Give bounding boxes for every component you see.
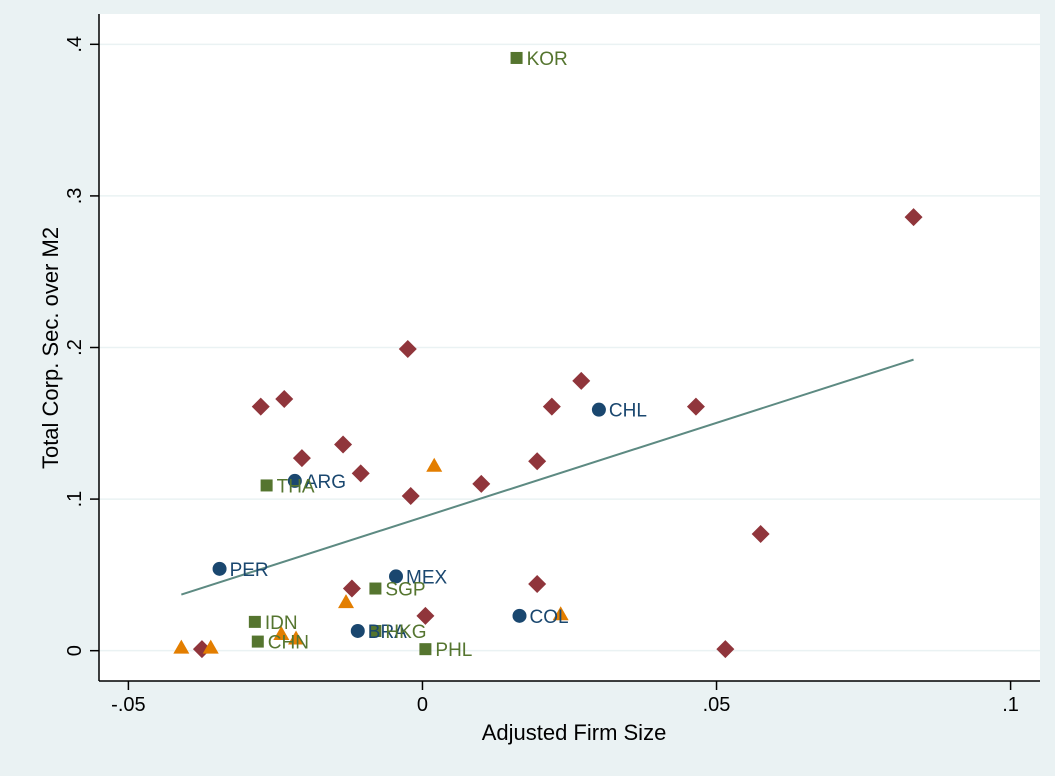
point-label-col: COL <box>530 607 569 628</box>
circle-point-per <box>212 561 227 576</box>
x-tick-label: 0 <box>417 694 428 716</box>
square-point-sgp <box>369 582 382 595</box>
diamond-point <box>192 640 211 659</box>
point-labels: CHL ARG PER MEX COL BRA KOR THA SGP IDN HKG CHN PHL <box>230 49 647 661</box>
x-tick-label: .05 <box>703 694 731 716</box>
square-point-idn <box>248 615 261 628</box>
point-label-sgp: SGP <box>385 580 425 601</box>
diamond-point <box>904 208 923 227</box>
square-point-phl <box>419 643 432 656</box>
diamond-point <box>686 397 705 416</box>
triangle-point <box>552 606 569 621</box>
circle-point-chl <box>591 402 606 417</box>
triangle-point <box>202 639 219 654</box>
point-label-tha: THA <box>277 476 315 497</box>
diamond-point <box>542 397 561 416</box>
diamond-point <box>401 487 420 506</box>
circle-point-bra <box>350 623 365 638</box>
point-label-mex: MEX <box>406 567 448 588</box>
y-axis-title: Total Corp. Sec. over M2 <box>38 227 63 469</box>
diamond-point <box>334 435 353 454</box>
square-point-chn <box>251 635 264 648</box>
y-tick-label: .4 <box>64 36 86 53</box>
diamond-point <box>351 464 370 483</box>
point-label-hkg: HKG <box>385 622 426 643</box>
circle-point-arg <box>287 473 302 488</box>
triangle-point <box>288 630 305 645</box>
diamond-point <box>716 640 735 659</box>
point-label-kor: KOR <box>527 49 568 70</box>
y-tick-label: .1 <box>64 491 86 508</box>
square-point-tha <box>260 479 273 492</box>
diamond-point <box>398 340 417 359</box>
fitted-line <box>181 358 914 596</box>
point-label-idn: IDN <box>265 613 298 634</box>
x-tick-label: .1 <box>1002 694 1019 716</box>
diamond-point <box>416 606 435 625</box>
data-points <box>173 51 923 659</box>
triangle-point <box>173 639 190 654</box>
y-axis-ticks: 0 .1 .2 .3 .4 <box>64 36 99 656</box>
point-label-chl: CHL <box>609 401 647 422</box>
triangle-point <box>338 594 355 609</box>
diamond-point <box>751 524 770 543</box>
fit-line-group <box>181 358 914 596</box>
x-tick-label: -.05 <box>111 694 145 716</box>
x-axis-ticks: -.05 0 .05 .1 <box>111 681 1019 716</box>
y-tick-label: .2 <box>64 339 86 356</box>
diamond-point <box>251 397 270 416</box>
circle-point-col <box>512 608 527 623</box>
grid-lines <box>99 43 1040 652</box>
circle-point-mex <box>389 569 404 584</box>
point-label-bra: BRA <box>368 622 407 643</box>
diamond-point <box>275 390 294 409</box>
diamond-point <box>292 449 311 468</box>
point-label-chn: CHN <box>268 633 309 654</box>
triangle-point <box>426 457 443 472</box>
triangle-point <box>273 626 290 641</box>
square-point-hkg <box>369 624 382 637</box>
y-tick-label: .3 <box>64 188 86 205</box>
y-tick-label: 0 <box>64 645 86 656</box>
diamond-point <box>472 474 491 493</box>
diamond-point <box>528 452 547 471</box>
diamond-point <box>572 371 591 390</box>
square-point-kor <box>510 51 523 64</box>
point-label-per: PER <box>230 560 269 581</box>
point-label-arg: ARG <box>305 472 346 493</box>
diamond-point <box>342 579 361 598</box>
x-axis-title: Adjusted Firm Size <box>482 720 667 745</box>
diamond-point <box>528 574 547 593</box>
point-label-phl: PHL <box>435 640 472 661</box>
